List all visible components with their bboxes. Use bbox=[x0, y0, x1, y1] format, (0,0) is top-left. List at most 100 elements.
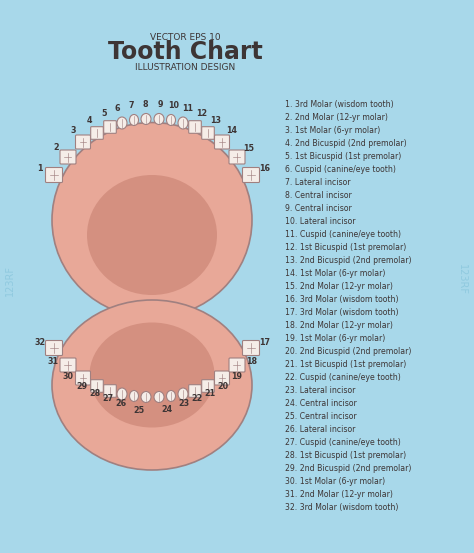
FancyBboxPatch shape bbox=[46, 168, 63, 182]
Text: 4. 2nd Bicuspid (2nd premolar): 4. 2nd Bicuspid (2nd premolar) bbox=[285, 139, 407, 148]
Text: 3. 1st Molar (6-yr molar): 3. 1st Molar (6-yr molar) bbox=[285, 126, 380, 135]
Ellipse shape bbox=[166, 114, 175, 126]
Text: 29: 29 bbox=[76, 382, 88, 391]
Text: 14: 14 bbox=[227, 126, 237, 135]
Text: 13. 2nd Bicuspid (2nd premolar): 13. 2nd Bicuspid (2nd premolar) bbox=[285, 256, 411, 265]
Text: 19. 1st Molar (6-yr molar): 19. 1st Molar (6-yr molar) bbox=[285, 334, 385, 343]
FancyBboxPatch shape bbox=[215, 371, 229, 385]
Ellipse shape bbox=[178, 388, 188, 400]
Text: 9. Central incisor: 9. Central incisor bbox=[285, 204, 352, 213]
Text: 17: 17 bbox=[260, 338, 271, 347]
Ellipse shape bbox=[52, 123, 252, 317]
FancyBboxPatch shape bbox=[46, 341, 63, 356]
FancyBboxPatch shape bbox=[75, 371, 91, 385]
FancyBboxPatch shape bbox=[243, 341, 259, 356]
Text: 15. 2nd Molar (12-yr molar): 15. 2nd Molar (12-yr molar) bbox=[285, 282, 393, 291]
Text: 21. 1st Bicuspid (1st premolar): 21. 1st Bicuspid (1st premolar) bbox=[285, 360, 406, 369]
Text: 13: 13 bbox=[210, 116, 222, 125]
Text: 27: 27 bbox=[102, 394, 113, 403]
Text: 31: 31 bbox=[48, 357, 59, 366]
Ellipse shape bbox=[141, 113, 151, 124]
Text: 19: 19 bbox=[231, 372, 242, 381]
Text: 8: 8 bbox=[142, 100, 148, 108]
Text: 1. 3rd Molar (wisdom tooth): 1. 3rd Molar (wisdom tooth) bbox=[285, 100, 393, 109]
Text: 16. 3rd Molar (wisdom tooth): 16. 3rd Molar (wisdom tooth) bbox=[285, 295, 399, 304]
FancyBboxPatch shape bbox=[202, 380, 214, 392]
Text: 14. 1st Molar (6-yr molar): 14. 1st Molar (6-yr molar) bbox=[285, 269, 385, 278]
Text: VECTOR EPS 10: VECTOR EPS 10 bbox=[150, 34, 220, 43]
Text: 20: 20 bbox=[218, 382, 228, 391]
Ellipse shape bbox=[141, 392, 151, 403]
Text: 7: 7 bbox=[128, 101, 134, 109]
Ellipse shape bbox=[129, 390, 138, 401]
Ellipse shape bbox=[52, 300, 252, 470]
Text: 16: 16 bbox=[259, 164, 270, 173]
FancyBboxPatch shape bbox=[75, 135, 91, 149]
Text: 123RF: 123RF bbox=[457, 264, 467, 295]
Ellipse shape bbox=[154, 392, 164, 403]
Text: 11. Cuspid (canine/eye tooth): 11. Cuspid (canine/eye tooth) bbox=[285, 230, 401, 239]
Text: 23: 23 bbox=[178, 399, 190, 408]
Text: 27. Cuspid (canine/eye tooth): 27. Cuspid (canine/eye tooth) bbox=[285, 438, 401, 447]
Text: 5: 5 bbox=[101, 109, 107, 118]
FancyBboxPatch shape bbox=[91, 380, 103, 392]
Text: 10. Lateral incisor: 10. Lateral incisor bbox=[285, 217, 356, 226]
Text: 21: 21 bbox=[204, 389, 215, 398]
Text: 6. Cuspid (canine/eye tooth): 6. Cuspid (canine/eye tooth) bbox=[285, 165, 396, 174]
Ellipse shape bbox=[178, 117, 188, 129]
Text: 10: 10 bbox=[168, 101, 179, 109]
FancyBboxPatch shape bbox=[189, 121, 201, 133]
FancyBboxPatch shape bbox=[215, 135, 229, 149]
Text: 32. 3rd Molar (wisdom tooth): 32. 3rd Molar (wisdom tooth) bbox=[285, 503, 398, 512]
FancyBboxPatch shape bbox=[104, 121, 116, 133]
FancyBboxPatch shape bbox=[202, 127, 214, 139]
FancyBboxPatch shape bbox=[243, 168, 259, 182]
FancyBboxPatch shape bbox=[229, 150, 245, 164]
FancyBboxPatch shape bbox=[91, 127, 103, 139]
Ellipse shape bbox=[117, 388, 127, 400]
Text: 3: 3 bbox=[70, 126, 76, 135]
Ellipse shape bbox=[166, 390, 175, 401]
FancyBboxPatch shape bbox=[189, 385, 201, 397]
Text: 26. Lateral incisor: 26. Lateral incisor bbox=[285, 425, 356, 434]
Text: ILLUSTRATION DESIGN: ILLUSTRATION DESIGN bbox=[135, 62, 235, 71]
Text: 18. 2nd Molar (12-yr molar): 18. 2nd Molar (12-yr molar) bbox=[285, 321, 393, 330]
Text: 31. 2nd Molar (12-yr molar): 31. 2nd Molar (12-yr molar) bbox=[285, 490, 393, 499]
Text: 4: 4 bbox=[86, 116, 92, 125]
Text: 8. Central incisor: 8. Central incisor bbox=[285, 191, 352, 200]
Text: 23. Lateral incisor: 23. Lateral incisor bbox=[285, 386, 356, 395]
FancyBboxPatch shape bbox=[229, 358, 245, 372]
Ellipse shape bbox=[87, 175, 217, 295]
Text: 28. 1st Bicuspid (1st premolar): 28. 1st Bicuspid (1st premolar) bbox=[285, 451, 406, 460]
Ellipse shape bbox=[117, 117, 127, 129]
Text: 26: 26 bbox=[116, 399, 127, 408]
Text: 30. 1st Molar (6-yr molar): 30. 1st Molar (6-yr molar) bbox=[285, 477, 385, 486]
Text: 12. 1st Bicuspid (1st premolar): 12. 1st Bicuspid (1st premolar) bbox=[285, 243, 406, 252]
Text: 7. Lateral incisor: 7. Lateral incisor bbox=[285, 178, 350, 187]
Text: Tooth Chart: Tooth Chart bbox=[108, 40, 263, 64]
Text: 2. 2nd Molar (12-yr molar): 2. 2nd Molar (12-yr molar) bbox=[285, 113, 388, 122]
Text: 17. 3rd Molar (wisdom tooth): 17. 3rd Molar (wisdom tooth) bbox=[285, 308, 399, 317]
Text: 1: 1 bbox=[37, 164, 43, 173]
Text: 22. Cuspid (canine/eye tooth): 22. Cuspid (canine/eye tooth) bbox=[285, 373, 401, 382]
Ellipse shape bbox=[154, 113, 164, 124]
FancyBboxPatch shape bbox=[60, 358, 76, 372]
Text: 25: 25 bbox=[134, 406, 145, 415]
Text: 22: 22 bbox=[192, 394, 203, 403]
Text: 12: 12 bbox=[196, 109, 207, 118]
Ellipse shape bbox=[129, 114, 138, 126]
Text: 5. 1st Bicuspid (1st premolar): 5. 1st Bicuspid (1st premolar) bbox=[285, 152, 401, 161]
Text: 6: 6 bbox=[115, 104, 120, 113]
FancyBboxPatch shape bbox=[104, 385, 116, 397]
Text: 9: 9 bbox=[157, 100, 163, 108]
Text: 29. 2nd Bicuspid (2nd premolar): 29. 2nd Bicuspid (2nd premolar) bbox=[285, 464, 411, 473]
Text: 20. 2nd Bicuspid (2nd premolar): 20. 2nd Bicuspid (2nd premolar) bbox=[285, 347, 411, 356]
Text: 28: 28 bbox=[90, 389, 101, 398]
Text: 15: 15 bbox=[244, 144, 255, 153]
Text: 11: 11 bbox=[182, 104, 193, 113]
FancyBboxPatch shape bbox=[60, 150, 76, 164]
Ellipse shape bbox=[90, 322, 215, 427]
Text: 32: 32 bbox=[35, 338, 46, 347]
Text: 24. Central incisor: 24. Central incisor bbox=[285, 399, 357, 408]
Text: 24: 24 bbox=[161, 405, 172, 414]
